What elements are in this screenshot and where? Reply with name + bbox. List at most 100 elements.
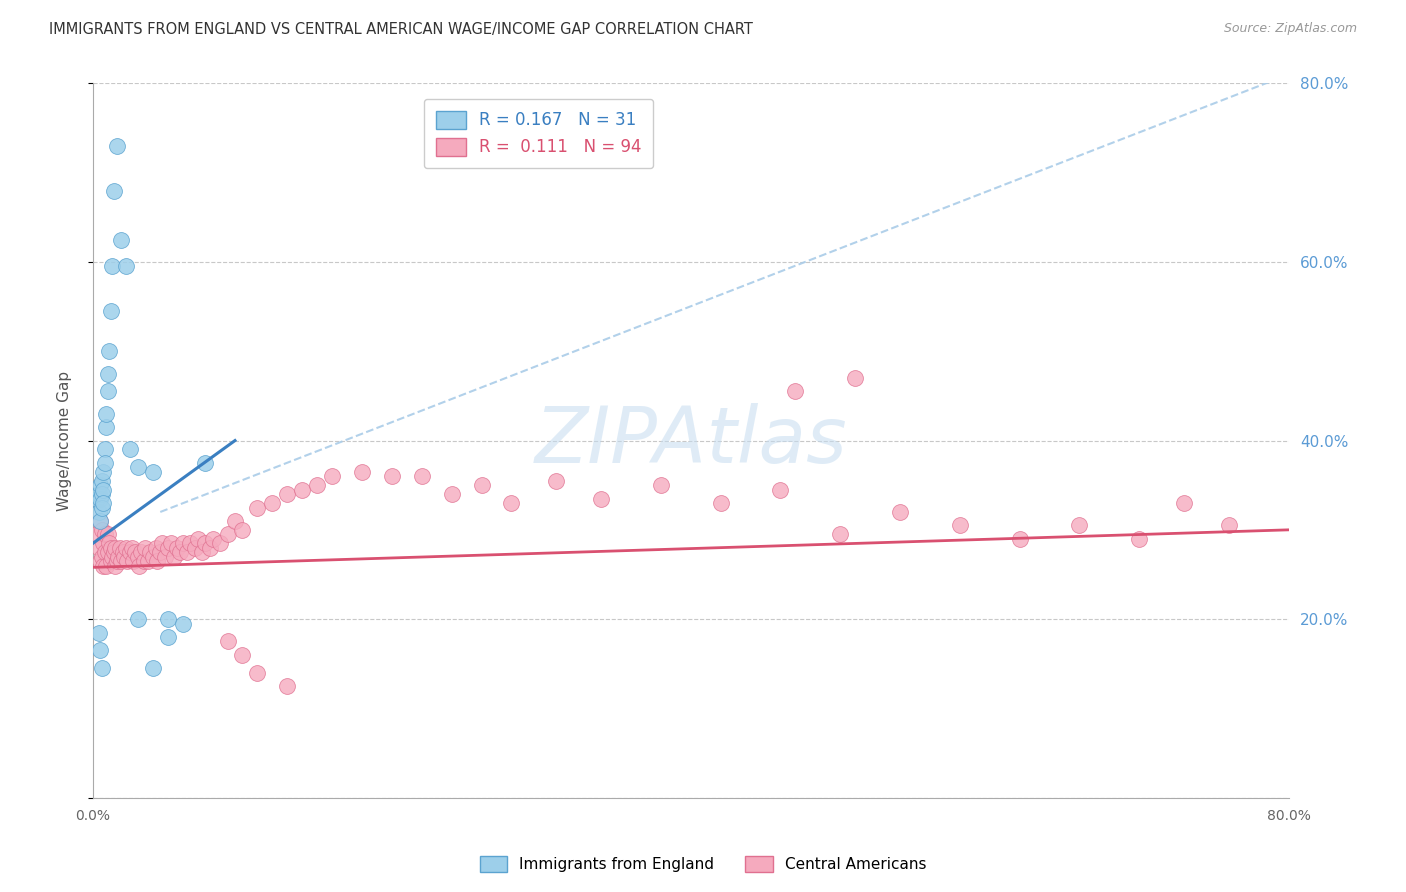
Point [89,514,111,528]
Point [108,541,131,555]
Point [87,625,110,640]
Point [142,549,165,564]
Point [91,549,114,564]
Point [150,536,173,550]
Point [136,554,159,568]
Point [110,554,132,568]
Point [156,541,179,555]
Point [122,554,145,568]
Text: IMMIGRANTS FROM ENGLAND VS CENTRAL AMERICAN WAGE/INCOME GAP CORRELATION CHART: IMMIGRANTS FROM ENGLAND VS CENTRAL AMERI… [49,22,754,37]
Point [94,442,117,457]
Y-axis label: Wage/Income Gap: Wage/Income Gap [58,370,72,510]
Point [172,616,194,631]
Point [91,661,114,675]
Text: Source: ZipAtlas.com: Source: ZipAtlas.com [1223,22,1357,36]
Point [93,483,115,497]
Point [127,612,149,626]
Point [97,545,120,559]
Point [159,536,181,550]
Legend: Immigrants from England, Central Americans: Immigrants from England, Central America… [472,848,934,880]
Point [98,536,121,550]
Point [91,474,114,488]
Point [231,648,253,662]
Point [276,679,298,693]
Point [89,514,111,528]
Point [187,532,209,546]
Point [172,536,194,550]
Point [183,541,205,555]
Point [91,523,114,537]
Point [107,549,129,564]
Point [1008,532,1031,546]
Point [231,523,253,537]
Point [91,500,114,515]
Point [198,541,221,555]
Point [128,558,150,573]
Point [217,634,239,648]
Point [115,541,138,555]
Point [93,558,115,573]
Point [769,483,792,497]
Text: ZIPAtlas: ZIPAtlas [534,402,846,478]
Point [111,545,134,559]
Point [101,260,124,274]
Point [501,496,523,510]
Point [156,630,179,644]
Point [470,478,492,492]
Point [156,612,179,626]
Point [105,139,128,153]
Point [262,496,284,510]
Point [117,554,139,568]
Point [127,460,149,475]
Point [97,367,120,381]
Point [176,545,198,559]
Point [100,554,122,568]
Point [96,407,118,421]
Point [93,496,115,510]
Point [127,549,149,564]
Point [98,344,121,359]
Point [169,545,191,559]
Point [103,184,125,198]
Point [142,465,165,479]
Point [153,549,176,564]
Point [89,643,111,657]
Point [94,527,117,541]
Point [201,532,224,546]
Point [96,420,118,434]
Point [89,478,111,492]
Point [591,491,613,506]
Point [291,483,314,497]
Point [217,527,239,541]
Point [93,465,115,479]
Point [889,505,911,519]
Point [145,541,167,555]
Point [124,545,146,559]
Point [411,469,433,483]
Point [112,549,135,564]
Point [1128,532,1150,546]
Point [191,545,214,559]
Point [546,474,568,488]
Point [1218,518,1240,533]
Point [91,487,114,501]
Point [321,469,343,483]
Point [1173,496,1195,510]
Point [166,541,188,555]
Point [93,536,115,550]
Point [86,491,108,506]
Point [149,545,172,559]
Point [381,469,404,483]
Point [97,384,120,399]
Point [139,545,162,559]
Point [785,384,807,399]
Point [194,456,217,470]
Point [179,536,201,550]
Point [104,558,127,573]
Point [87,541,110,555]
Point [246,665,269,680]
Point [103,545,125,559]
Point [104,541,127,555]
Point [134,541,156,555]
Point [94,456,117,470]
